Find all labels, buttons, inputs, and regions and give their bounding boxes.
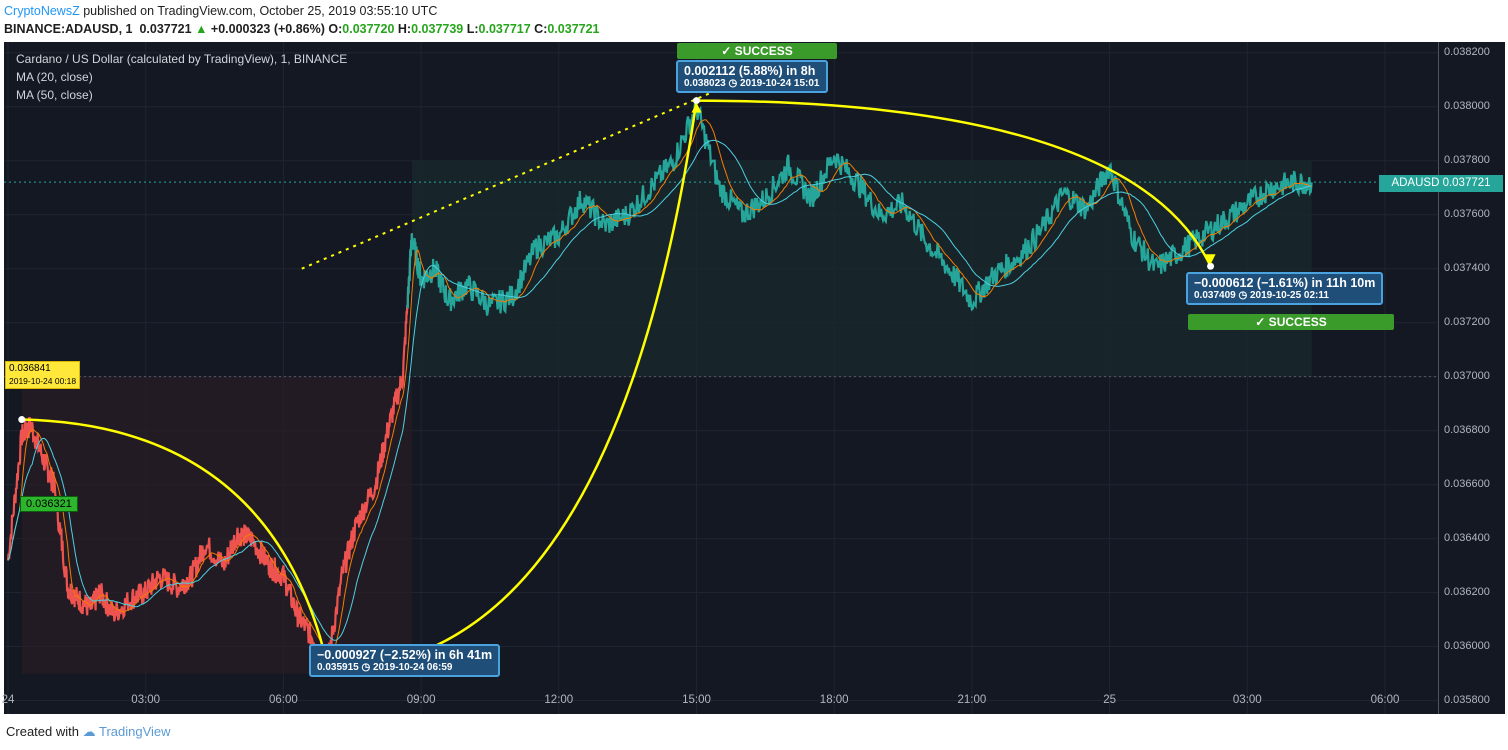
green-price-tag[interactable]: 0.036321 [20, 496, 78, 512]
yellow-tag-time: 2019-10-24 00:18 [9, 376, 77, 386]
y-tick-label: 0.036200 [1444, 585, 1490, 598]
x-tick-label: 21:00 [957, 694, 987, 706]
x-tick-label: 12:00 [544, 694, 574, 706]
right-measure-sub: 0.037409 ◷ 2019-10-25 02:11 [1194, 290, 1329, 301]
low-value: 0.037717 [478, 22, 531, 36]
close-value: 0.037721 [547, 22, 600, 36]
legend-title: Cardano / US Dollar (calculated by Tradi… [16, 52, 348, 66]
x-tick-label: 15:00 [682, 694, 711, 706]
y-tick-label: 0.036600 [1444, 477, 1490, 490]
footer: Created with ☁ TradingView [6, 724, 171, 740]
ma20-line [7, 119, 1312, 654]
last-price: 0.037721 [139, 22, 192, 36]
x-tick-label: 18:00 [819, 694, 849, 706]
y-tick-label: 0.036000 [1444, 639, 1490, 652]
y-tick-label: 0.036400 [1444, 531, 1490, 544]
low-label: L: [466, 22, 479, 36]
price-chart[interactable] [4, 42, 1438, 714]
x-tick-label: 03:00 [131, 694, 161, 706]
header-line-1: CryptoNewsZ published on TradingView.com… [4, 4, 437, 18]
anchor-point [18, 416, 26, 424]
x-tick-label: 06:00 [269, 694, 298, 706]
right-measure-main: −0.000612 (−1.61%) in 11h 10m [1194, 276, 1376, 290]
symbol: BINANCE:ADAUSD, 1 [4, 22, 133, 36]
x-tick-label: 09:00 [406, 694, 436, 706]
price-line-up [406, 98, 1313, 316]
price-axis[interactable] [1438, 42, 1505, 714]
down-region [21, 376, 412, 674]
legend-ma50[interactable]: MA (50, close) [16, 88, 93, 102]
open-label: O: [328, 22, 343, 36]
x-tick-label: 24 [1, 694, 15, 706]
y-tick-label: 0.037800 [1444, 153, 1490, 166]
close-label: C: [534, 22, 548, 36]
legend-ma20[interactable]: MA (20, close) [16, 70, 93, 84]
header-line-2: BINANCE:ADAUSD, 1 0.037721 ▲ +0.000323 (… [4, 22, 600, 36]
trend-dotted-line [301, 84, 730, 270]
anchor-point [693, 97, 700, 105]
published-text: published on TradingView.com, October 25… [79, 4, 438, 18]
high-value: 0.037739 [411, 22, 464, 36]
price-change: +0.000323 (+0.86%) [210, 22, 325, 36]
top-success-badge: ✓ SUCCESS [677, 43, 837, 59]
y-tick-label: 0.038000 [1444, 99, 1490, 112]
anchor-point [1207, 262, 1215, 270]
right-measure-callout[interactable]: −0.000612 (−1.61%) in 11h 10m 0.037409 ◷… [1186, 272, 1384, 305]
tradingview-logo-icon: ☁ [82, 724, 96, 739]
high-label: H: [397, 22, 412, 36]
x-tick-label: 06:00 [1370, 694, 1400, 706]
ma50-line [7, 139, 1312, 641]
current-price-tag: ADAUSD 0.037721 [1379, 175, 1503, 192]
y-tick-label: 0.035800 [1444, 693, 1490, 706]
arrowhead-icon [1205, 254, 1216, 265]
open-value: 0.037720 [342, 22, 395, 36]
top-measure-callout[interactable]: 0.002112 (5.88%) in 8h 0.038023 ◷ 2019-1… [676, 60, 828, 93]
brand-link[interactable]: CryptoNewsZ [4, 4, 80, 18]
y-tick-label: 0.037600 [1444, 207, 1490, 220]
right-success-badge: ✓ SUCCESS [1188, 314, 1394, 330]
yellow-price-tag[interactable]: 0.036841 2019-10-24 00:18 [5, 361, 81, 389]
footer-created: Created with [6, 724, 79, 739]
x-tick-label: 25 [1103, 694, 1116, 706]
low-measure-sub: 0.035915 ◷ 2019-10-24 06:59 [317, 662, 453, 673]
price-line-down [6, 233, 413, 666]
low-measure-callout[interactable]: −0.000927 (−2.52%) in 6h 41m 0.035915 ◷ … [309, 644, 501, 677]
top-measure-main: 0.002112 (5.88%) in 8h [684, 64, 816, 78]
footer-tradingview-link[interactable]: TradingView [99, 724, 171, 739]
yellow-tag-price: 0.036841 [9, 363, 51, 374]
arrowhead-icon [691, 102, 702, 113]
low-measure-main: −0.000927 (−2.52%) in 6h 41m [317, 648, 493, 662]
x-tick-label: 03:00 [1232, 694, 1262, 706]
chart-plot-area[interactable] [4, 42, 1438, 714]
y-tick-label: 0.038200 [1444, 45, 1490, 58]
y-tick-label: 0.037200 [1444, 315, 1490, 328]
arc-down-1 [21, 418, 330, 670]
y-tick-label: 0.037000 [1444, 369, 1490, 382]
up-triangle-icon: ▲ [195, 22, 208, 36]
y-tick-label: 0.037400 [1444, 261, 1490, 274]
top-measure-sub: 0.038023 ◷ 2019-10-24 15:01 [684, 78, 820, 89]
y-tick-label: 0.036800 [1444, 423, 1490, 436]
arc-down-2 [696, 99, 1212, 267]
